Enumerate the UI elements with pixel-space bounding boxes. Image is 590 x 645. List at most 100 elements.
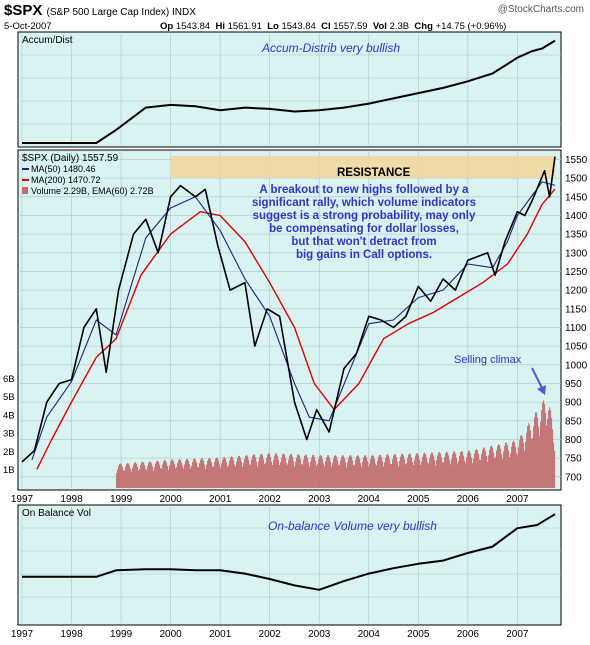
close-value: 1557.59 bbox=[333, 21, 368, 32]
volume-bar bbox=[350, 455, 352, 488]
volume-bar bbox=[467, 453, 469, 488]
volume-bar bbox=[394, 454, 396, 488]
vol-value: 2.3B bbox=[389, 21, 410, 32]
volume-bar bbox=[486, 455, 488, 488]
volume-bar bbox=[333, 458, 335, 488]
volume-bar bbox=[149, 461, 151, 488]
volume-bar bbox=[363, 457, 365, 488]
volume-bar bbox=[282, 454, 284, 488]
volume-bar bbox=[123, 470, 125, 488]
x-tick-label: 2007 bbox=[506, 494, 529, 505]
volume-bar bbox=[345, 462, 347, 488]
volume-bar bbox=[537, 417, 539, 488]
volume-bar bbox=[170, 462, 172, 488]
volume-bar bbox=[322, 459, 324, 488]
volume-bar bbox=[470, 453, 472, 488]
volume-tick-label: 1B bbox=[3, 465, 15, 476]
volume-bar bbox=[445, 453, 447, 488]
volume-bar bbox=[160, 468, 162, 488]
volume-bar bbox=[475, 450, 477, 488]
x-tick-label: 1998 bbox=[60, 629, 83, 640]
y-tick-label: 1200 bbox=[565, 286, 588, 297]
volume-tick-label: 4B bbox=[3, 410, 15, 421]
volume-bar bbox=[232, 457, 234, 488]
volume-bar bbox=[501, 454, 503, 488]
annotation-line: A breakout to new highs followed by a bbox=[259, 184, 469, 196]
annotation-line: suggest is a strong probability, may onl… bbox=[253, 210, 476, 222]
volume-bar bbox=[502, 458, 504, 488]
volume-bar bbox=[545, 412, 547, 488]
volume-bar bbox=[417, 453, 419, 488]
volume-bar bbox=[379, 454, 381, 488]
volume-bar bbox=[230, 457, 232, 488]
volume-bar bbox=[433, 455, 435, 488]
ma200-line bbox=[36, 188, 556, 470]
volume-bar bbox=[134, 462, 136, 488]
volume-bar bbox=[335, 455, 337, 488]
price-line bbox=[21, 156, 556, 463]
volume-bar bbox=[326, 457, 328, 488]
volume-bar bbox=[263, 459, 265, 488]
volume-bar bbox=[539, 435, 541, 488]
volume-bar bbox=[252, 456, 254, 488]
volume-bar bbox=[451, 458, 453, 488]
volume-bar bbox=[374, 459, 376, 488]
volume-bar bbox=[118, 465, 120, 488]
volume-bar bbox=[336, 456, 338, 488]
obv-line bbox=[22, 513, 556, 591]
vol-label: Vol bbox=[372, 21, 387, 32]
volume-bar bbox=[399, 461, 401, 488]
volume-bar bbox=[469, 450, 471, 488]
volume-bar bbox=[406, 462, 408, 488]
volume-bar bbox=[422, 456, 424, 488]
volume-bar bbox=[409, 453, 411, 488]
volume-bar bbox=[360, 463, 362, 488]
volume-bar bbox=[220, 468, 222, 488]
volume-bar bbox=[207, 460, 209, 488]
volume-bar bbox=[126, 464, 128, 488]
volume-bar bbox=[526, 432, 528, 488]
volume-bar bbox=[532, 437, 534, 488]
x-tick-label: 2001 bbox=[209, 494, 232, 505]
volume-bar bbox=[225, 458, 227, 488]
volume-bar bbox=[243, 463, 245, 488]
volume-bar bbox=[234, 464, 236, 488]
volume-bar bbox=[488, 455, 490, 488]
volume-bar bbox=[423, 453, 425, 488]
volume-bar bbox=[346, 467, 348, 488]
volume-bar bbox=[222, 459, 224, 488]
volume-bar bbox=[231, 456, 233, 488]
volume-bar bbox=[536, 412, 538, 488]
volume-bar bbox=[181, 462, 183, 488]
volume-bar bbox=[380, 455, 382, 488]
volume-bar bbox=[246, 455, 248, 488]
volume-bar bbox=[369, 463, 371, 488]
volume-bar bbox=[250, 464, 252, 488]
volume-bar bbox=[154, 467, 156, 488]
volume-bar bbox=[468, 450, 470, 488]
y-tick-label: 1250 bbox=[565, 267, 588, 278]
volume-bar bbox=[208, 458, 210, 488]
volume-bar bbox=[213, 466, 215, 488]
y-tick-label: 1400 bbox=[565, 211, 588, 222]
volume-bar bbox=[309, 466, 311, 488]
chart-date: 5-Oct-2007 bbox=[4, 21, 52, 32]
volume-bar bbox=[370, 459, 372, 488]
volume-bar bbox=[321, 456, 323, 488]
volume-bar bbox=[525, 441, 527, 488]
volume-bar bbox=[297, 454, 299, 488]
ohlc-readout: Op 1543.84 Hi 1561.91 Lo 1543.84 Cl 1557… bbox=[160, 21, 506, 32]
volume-bar bbox=[342, 455, 344, 488]
volume-bar bbox=[209, 457, 211, 488]
volume-bar bbox=[483, 447, 485, 488]
volume-bar bbox=[431, 452, 433, 488]
legend-vol: Volume 2.29B, EMA(60) 2.72B bbox=[31, 186, 154, 196]
volume-bar bbox=[163, 461, 165, 488]
volume-bar bbox=[188, 460, 190, 488]
volume-bar bbox=[315, 460, 317, 488]
volume-bar bbox=[266, 458, 268, 488]
volume-bar bbox=[247, 456, 249, 488]
volume-bar bbox=[295, 461, 297, 488]
volume-bar bbox=[358, 455, 360, 488]
volume-bar bbox=[142, 461, 144, 488]
